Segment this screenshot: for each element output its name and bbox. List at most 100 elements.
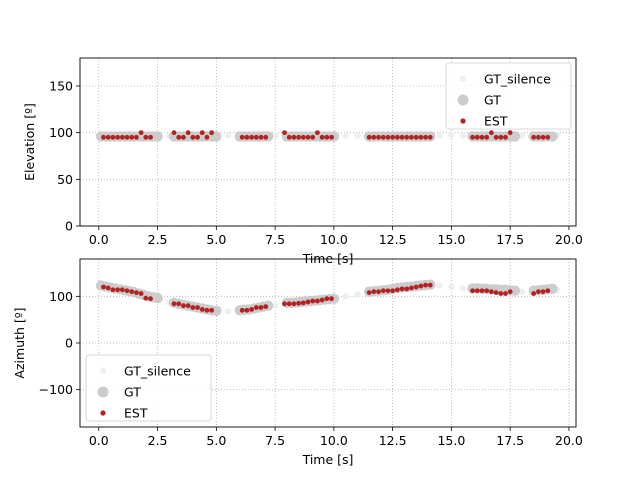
data-point: [385, 288, 391, 294]
x-tick-label: 12.5: [379, 433, 407, 448]
data-point: [507, 130, 513, 136]
data-point: [376, 134, 381, 140]
x-tick-label: 7.5: [265, 232, 285, 247]
legend-label: GT_silence: [124, 364, 191, 379]
data-point: [249, 307, 255, 312]
data-point: [390, 288, 396, 294]
data-point: [305, 299, 311, 305]
data-point: [319, 297, 325, 303]
data-point: [209, 307, 215, 313]
data-point: [535, 289, 541, 295]
data-point: [427, 134, 433, 140]
data-point: [409, 134, 414, 140]
data-point: [324, 134, 330, 140]
data-point: [498, 134, 504, 140]
data-point: [263, 134, 269, 140]
data-point: [479, 134, 485, 140]
data-point: [176, 301, 182, 307]
data-point: [380, 134, 386, 140]
data-point: [271, 132, 279, 139]
data-point: [209, 130, 215, 136]
legend-box: [445, 62, 572, 130]
legend-label: GT: [484, 93, 501, 108]
data-point: [282, 301, 287, 307]
data-point: [474, 288, 480, 294]
data-point: [185, 130, 191, 136]
data-point: [319, 134, 325, 140]
y-tick-label: 50: [57, 172, 73, 187]
data-point: [535, 134, 541, 140]
data-point: [418, 134, 424, 140]
data-point: [258, 305, 264, 310]
y-tick-label: 100: [49, 125, 73, 140]
x-tick-label: 5.0: [206, 433, 226, 448]
data-point: [300, 134, 306, 140]
axes-frame: [79, 57, 577, 227]
data-point: [474, 134, 480, 140]
data-point: [143, 295, 149, 301]
data-point: [404, 286, 410, 292]
data-point: [427, 282, 433, 288]
y-tick-label: 150: [49, 79, 73, 94]
data-point: [315, 298, 320, 304]
data-point: [204, 307, 210, 313]
data-point: [271, 302, 279, 309]
data-point: [459, 285, 467, 292]
data-point: [134, 134, 139, 140]
data-point: [342, 132, 349, 139]
data-point: [540, 134, 546, 140]
data-point: [436, 132, 443, 139]
data-point: [310, 134, 316, 140]
data-point: [224, 308, 232, 315]
data-point: [394, 287, 400, 293]
data-point: [470, 134, 475, 140]
y-tick-label: 100: [49, 289, 73, 304]
data-point: [394, 134, 400, 140]
data-point: [181, 303, 186, 309]
data-point: [493, 290, 499, 295]
data-point: [105, 285, 111, 291]
data-point: [371, 289, 377, 295]
legend-marker: [100, 410, 106, 416]
data-point: [448, 283, 455, 291]
data-point: [105, 134, 111, 140]
data-point: [531, 134, 537, 140]
data-point: [540, 289, 546, 295]
data-point: [134, 290, 139, 295]
y-tick-label: 0: [65, 336, 73, 351]
legend-label: GT_silence: [484, 72, 551, 87]
legend-label: EST: [124, 406, 148, 421]
x-tick-label: 2.5: [148, 433, 168, 448]
y-tick-label: −100: [39, 382, 73, 397]
data-point: [503, 291, 508, 296]
data-point: [253, 134, 259, 140]
legend-marker: [460, 118, 466, 124]
data-point: [244, 307, 250, 313]
legend-marker: [100, 368, 106, 374]
data-point: [176, 134, 182, 140]
data-point: [409, 285, 414, 291]
data-point: [531, 291, 537, 296]
data-point: [195, 305, 200, 310]
x-tick-label: 20.0: [555, 232, 583, 247]
data-point: [239, 134, 245, 140]
y-axis-label: Azimuth [º]: [12, 307, 27, 378]
data-point: [484, 134, 490, 140]
legend-marker: [97, 386, 109, 398]
data-point: [152, 131, 163, 142]
data-point: [479, 288, 485, 294]
data-point: [448, 132, 455, 139]
data-point: [413, 284, 419, 290]
legend: GT_silence GT EST: [445, 62, 572, 130]
data-point: [342, 293, 349, 300]
data-point: [390, 134, 396, 140]
data-point: [324, 296, 330, 302]
data-point: [470, 288, 475, 294]
y-tick-label: 0: [65, 219, 73, 234]
data-point: [545, 288, 551, 294]
data-point: [152, 293, 163, 304]
data-point: [399, 286, 405, 292]
data-point: [119, 287, 125, 293]
data-point: [518, 132, 526, 139]
data-point: [199, 130, 205, 136]
